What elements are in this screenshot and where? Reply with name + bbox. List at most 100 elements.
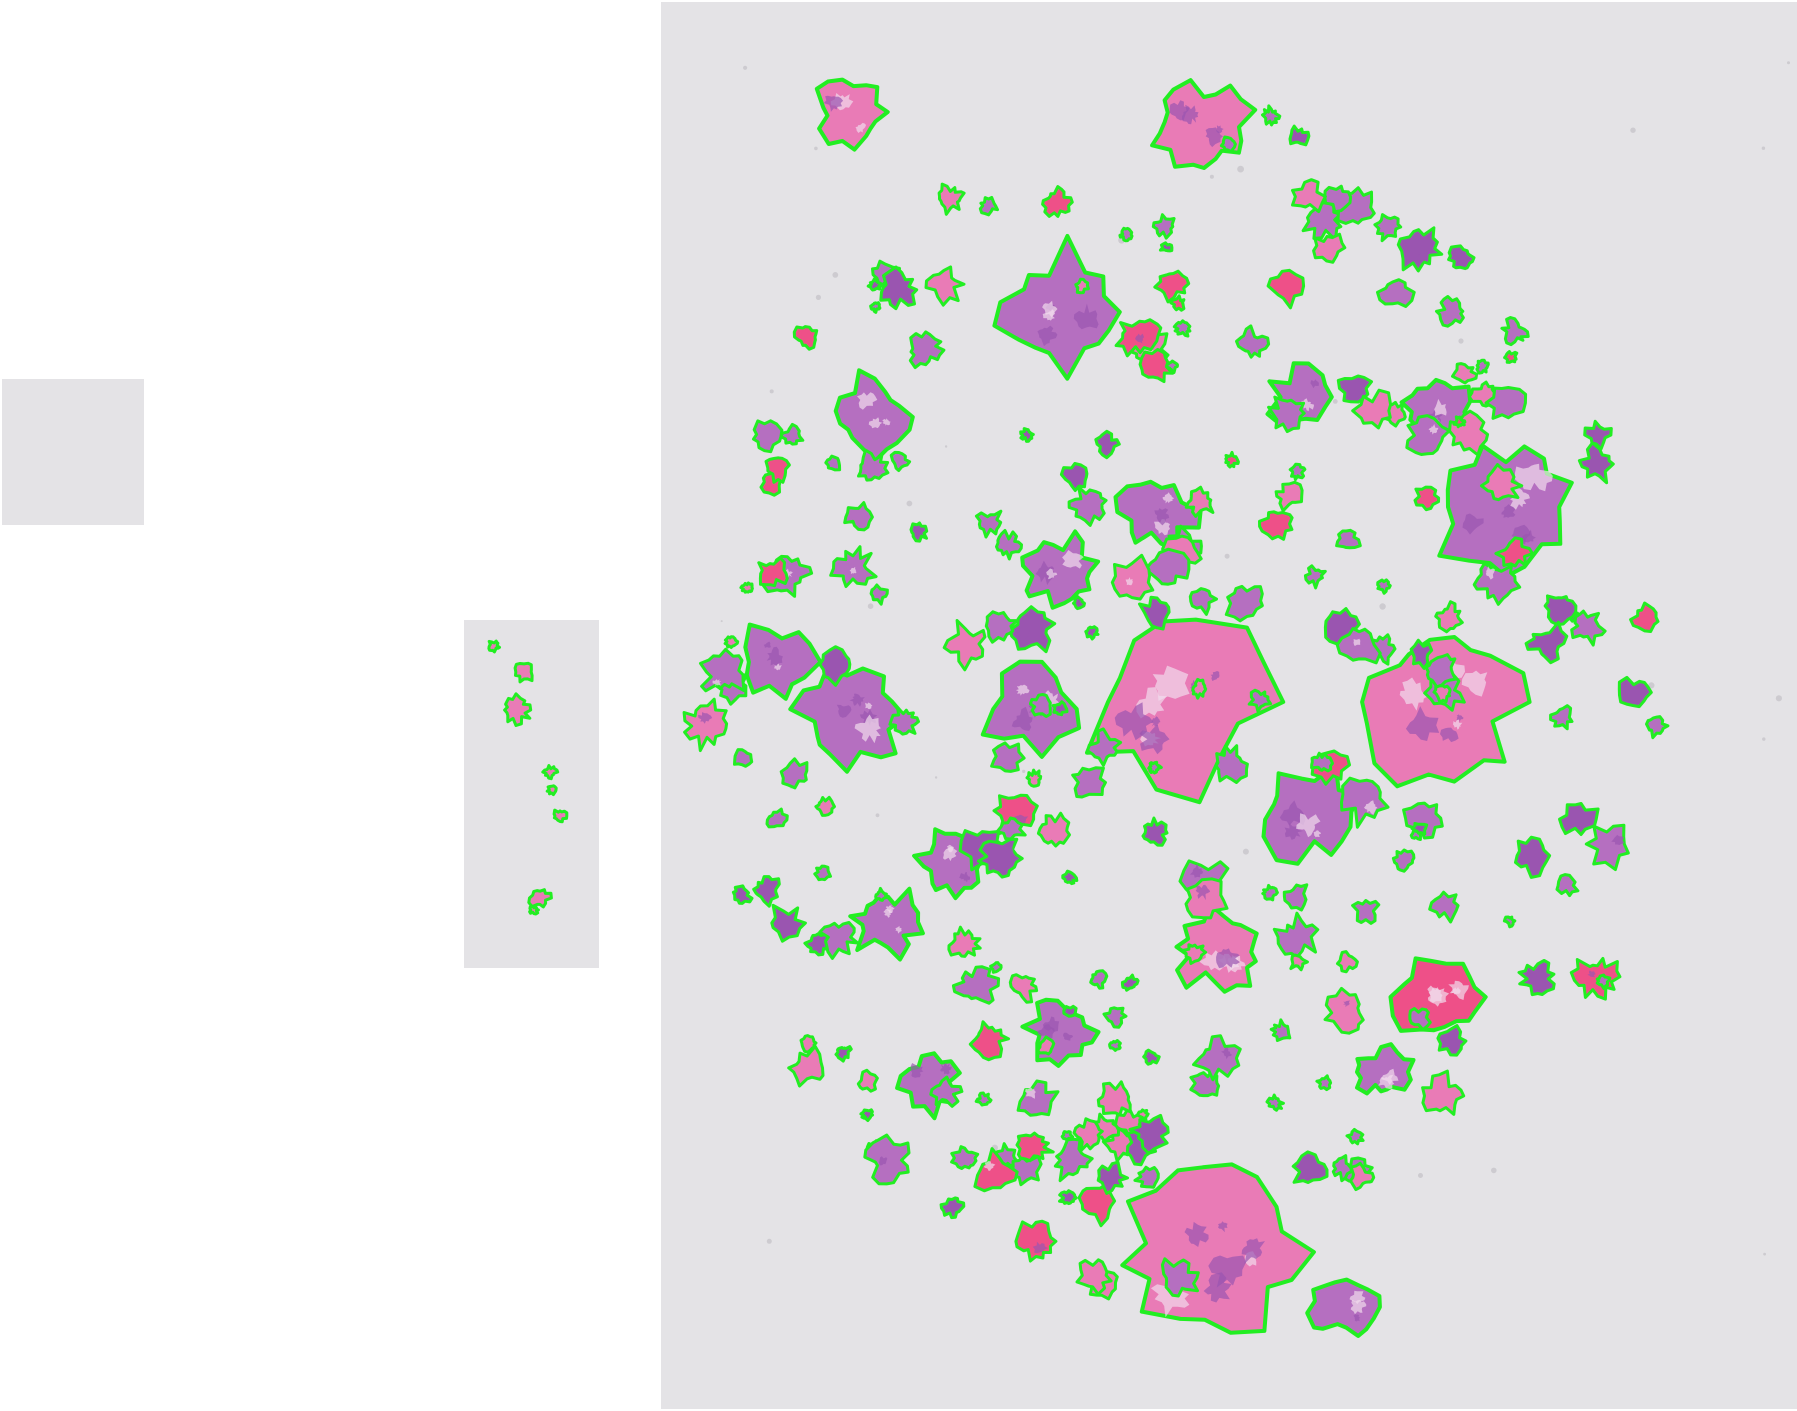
- tissue-fragment-small: [1340, 776, 1390, 829]
- tissue-texture: [1350, 1299, 1367, 1315]
- tissue-fragment-small: [843, 501, 874, 532]
- tissue-fragment-small: [1219, 135, 1237, 154]
- tissue-fragment-small: [1269, 1018, 1292, 1042]
- tissue-fragment-small: [1214, 744, 1249, 784]
- tissue-fragment-small: [1028, 693, 1052, 718]
- tissue-texture: [1310, 379, 1319, 389]
- tissue-texture: [854, 714, 881, 744]
- tissue-fragment-small: [1315, 1074, 1333, 1092]
- tissue-texture: [1485, 566, 1496, 580]
- tissue-texture: [1521, 529, 1536, 543]
- tissue-fragment-large: [1085, 617, 1286, 805]
- tissue-texture: [1184, 1221, 1209, 1247]
- tissue-fragment-small: [989, 961, 1003, 974]
- tissue-fragment-small: [1345, 1127, 1365, 1146]
- tissue-texture: [959, 872, 971, 883]
- tissue-fragment-small: [1543, 594, 1578, 627]
- tissue-fragment-small: [1503, 350, 1519, 364]
- tissue-fragment-small: [739, 581, 754, 594]
- tissue-fragment-small: [951, 965, 1001, 1005]
- tissue-fragment-small: [1570, 609, 1607, 647]
- tissue-fragment-small: [1396, 226, 1444, 273]
- tissue-fragment-small: [1096, 1160, 1129, 1195]
- tissue-fragment-small: [1424, 653, 1457, 689]
- tissue-fragment-small: [976, 837, 1024, 879]
- tissue-texture: [1218, 1221, 1228, 1233]
- tissue-texture: [1035, 560, 1056, 586]
- tissue-fragment-small: [1247, 688, 1273, 713]
- dust-speck: [1224, 553, 1230, 559]
- tissue-fragment-small: [1447, 244, 1476, 271]
- dust-speck: [1242, 848, 1249, 855]
- tissue-texture: [1405, 706, 1440, 741]
- tissue-fragment-small: [1351, 899, 1381, 925]
- tissue-fragment-small: [1181, 943, 1208, 965]
- tissue-fragment-large: [788, 665, 908, 774]
- dust-speck: [815, 294, 821, 300]
- tissue-texture: [1182, 104, 1199, 125]
- tissue-fragment-small: [1452, 415, 1467, 429]
- tissue-fragment-small: [856, 1068, 879, 1093]
- tissue-fragment-small: [924, 265, 966, 307]
- tissue-texture: [1136, 687, 1167, 719]
- tissue-fragment-small: [1062, 1004, 1078, 1018]
- tissue-fragment-small: [1480, 463, 1524, 502]
- tissue-fragment-small: [1036, 811, 1071, 848]
- tissue-fragment-small: [1448, 409, 1490, 457]
- tissue-fragment-small: [1335, 528, 1362, 550]
- tissue-fragment-small: [1555, 873, 1580, 898]
- tissue-texture: [1241, 1238, 1265, 1264]
- tissue-texture: [1014, 814, 1029, 825]
- tissue-fragment-small: [1041, 185, 1074, 218]
- tissue-fragment-small: [1184, 877, 1229, 920]
- tissue-fragment-small: [1629, 601, 1660, 633]
- tissue-fragment-small: [1224, 450, 1240, 469]
- tissue-fragment-small: [818, 645, 852, 687]
- tissue-fragment-small: [1291, 1150, 1329, 1184]
- tissue-fragment-small: [527, 888, 553, 909]
- tissue-texture: [1364, 800, 1378, 815]
- dust-speck: [1022, 769, 1026, 774]
- tissue-texture: [1152, 665, 1190, 701]
- tissue-texture: [1514, 463, 1553, 492]
- dust-speck: [814, 146, 818, 151]
- tissue-fragment-small: [1289, 953, 1309, 972]
- tissue-fragment-small: [929, 1075, 964, 1108]
- tissue-fragment-small: [1102, 1006, 1128, 1029]
- dust-speck: [743, 65, 748, 70]
- tissue-fragment-small: [503, 692, 533, 727]
- tissue-texture: [1221, 1047, 1232, 1060]
- tissue-texture: [849, 693, 865, 707]
- tissue-fragment-small: [1153, 269, 1191, 304]
- tissue-fragment-small: [1133, 1165, 1160, 1189]
- tissue-fragment-large: [992, 234, 1122, 381]
- tissue-fragment-small: [995, 816, 1027, 841]
- tissue-texture: [1279, 800, 1306, 826]
- tissue-texture: [865, 702, 873, 710]
- tissue-texture: [940, 1062, 952, 1075]
- tissue-fragment-small: [984, 610, 1019, 644]
- tissue-texture: [1025, 1087, 1036, 1099]
- dust-speck: [1418, 1173, 1423, 1178]
- tissue-fragment-small: [869, 583, 889, 606]
- tissue-fragment-small: [699, 647, 746, 693]
- tissue-fragment-small: [1267, 395, 1306, 434]
- tissue-fragment-small: [1147, 760, 1163, 775]
- tissue-fragment-small: [1323, 986, 1365, 1035]
- tissue-fragment-small: [1258, 510, 1294, 541]
- tissue-texture: [882, 418, 891, 426]
- tissue-fragment-small: [942, 619, 987, 672]
- tissue-fragment-small: [888, 706, 920, 736]
- tissue-fragment-small: [1136, 1108, 1150, 1122]
- tissue-fragment-small: [1577, 441, 1615, 485]
- tissue-texture: [1428, 987, 1443, 1003]
- tissue-fragment-small: [752, 419, 784, 454]
- dust-speck: [1787, 61, 1790, 65]
- tissue-fragment-small: [1272, 911, 1320, 959]
- tissue-fragment-small: [487, 639, 501, 654]
- tissue-fragment-small: [764, 456, 791, 484]
- tissue-fragment-small: [1274, 480, 1304, 513]
- tissue-fragment-small: [1160, 1257, 1200, 1298]
- tissue-texture: [1452, 719, 1463, 730]
- tissue-fragment-small: [1413, 485, 1441, 512]
